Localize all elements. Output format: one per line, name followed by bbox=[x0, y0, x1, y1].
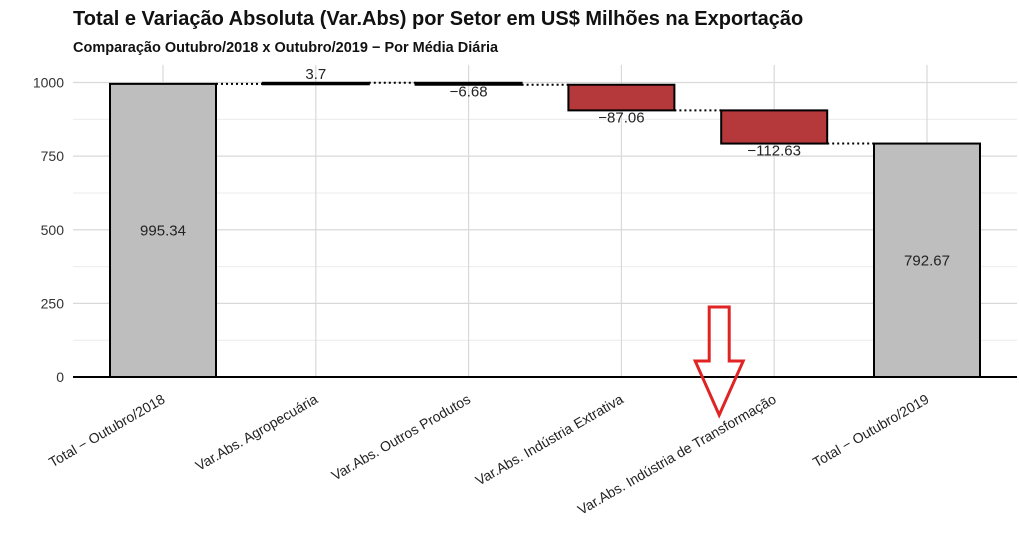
y-tick-label: 750 bbox=[41, 148, 65, 164]
value-label: −6.68 bbox=[450, 84, 488, 101]
bar-decrease bbox=[567, 83, 676, 112]
y-tick-label: 500 bbox=[41, 222, 65, 238]
value-label: 995.34 bbox=[140, 222, 186, 239]
value-label: 792.67 bbox=[904, 252, 950, 269]
bar-decrease bbox=[414, 81, 523, 86]
value-label: −112.63 bbox=[747, 143, 801, 160]
x-tick-label: Total − Outubro/2019 bbox=[810, 391, 932, 471]
value-label: 3.7 bbox=[305, 66, 326, 83]
bar-decrease bbox=[720, 109, 829, 145]
x-tick-label: Var.Abs. Indústria Extrativa bbox=[473, 391, 627, 489]
x-tick-label: Total − Outubro/2018 bbox=[46, 391, 168, 471]
y-tick-label: 0 bbox=[56, 369, 64, 385]
chart-title: Total e Variação Absoluta (Var.Abs) por … bbox=[73, 8, 804, 30]
grid-layer: 0 250 500 750 1000 bbox=[33, 64, 1017, 385]
down-arrow-icon bbox=[692, 305, 746, 419]
y-tick-label: 1000 bbox=[33, 75, 64, 91]
y-tick-label: 250 bbox=[41, 295, 65, 311]
bars-layer bbox=[73, 81, 1017, 378]
x-tick-label: Var.Abs. Outros Produtos bbox=[329, 391, 474, 484]
bar-increase bbox=[261, 81, 370, 86]
bar-total bbox=[109, 82, 217, 378]
chart-subtitle: Comparação Outubro/2018 x Outubro/2019 −… bbox=[73, 40, 499, 56]
annotation-layer bbox=[692, 305, 746, 419]
x-tick-label: Var.Abs. Agropecuária bbox=[193, 391, 321, 474]
value-label: −87.06 bbox=[598, 109, 644, 126]
